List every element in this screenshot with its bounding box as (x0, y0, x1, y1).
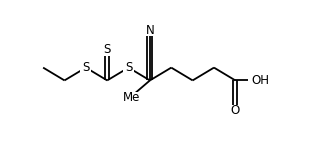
Text: Me: Me (123, 91, 140, 104)
Bar (122, 92, 138, 103)
Text: N: N (146, 24, 154, 36)
Text: S: S (125, 61, 132, 74)
Bar (230, 105, 240, 116)
Bar (123, 62, 134, 73)
Text: S: S (82, 61, 90, 74)
Text: O: O (231, 104, 240, 117)
Bar (102, 45, 113, 56)
Bar (80, 62, 91, 73)
Text: S: S (104, 43, 111, 56)
Text: OH: OH (251, 74, 269, 87)
Bar (248, 75, 266, 86)
Bar (145, 25, 155, 36)
